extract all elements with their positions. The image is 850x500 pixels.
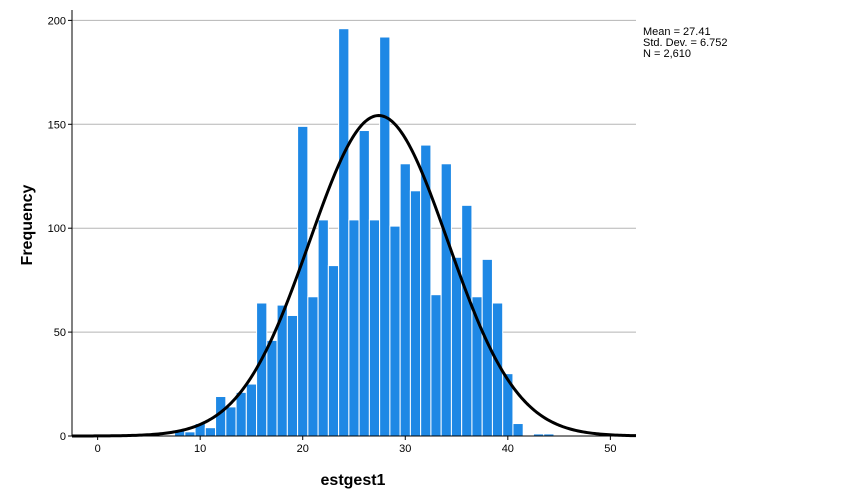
y-tick-label-50: 50	[54, 327, 66, 339]
y-tick-label-200: 200	[48, 15, 66, 27]
bar-15	[245, 383, 258, 437]
x-tick-label-40: 40	[502, 443, 514, 455]
bar-28	[379, 36, 391, 437]
bar-25	[348, 219, 360, 437]
y-tick-label-150: 150	[48, 119, 66, 131]
normal-curve-layer	[72, 114, 637, 438]
x-tick-label-50: 50	[604, 443, 616, 455]
bar-13	[225, 406, 237, 437]
bar-14	[235, 391, 247, 437]
axes	[71, 10, 636, 437]
bar-30	[399, 163, 411, 437]
y-tick-label-100: 100	[48, 223, 66, 235]
stat-n: N = 2,610	[643, 48, 691, 60]
bar-11	[204, 427, 217, 437]
x-axis-title: estgest1	[321, 472, 386, 489]
bar-26	[358, 130, 370, 437]
stat-std-dev: Std. Dev. = 6.752	[643, 37, 728, 49]
x-tick-label-10: 10	[194, 443, 206, 455]
bar-31	[409, 190, 422, 437]
bar-29	[389, 225, 401, 437]
bar-35	[450, 256, 463, 437]
bar-19	[286, 314, 299, 437]
tick-labels: 0 50 100 150 200 0 10 20 30 40 50	[48, 15, 617, 455]
bar-22	[317, 219, 329, 437]
bar-36	[461, 204, 473, 437]
bar-33	[430, 294, 442, 437]
stat-mean: Mean = 27.41	[643, 26, 711, 38]
bar-23	[327, 265, 340, 437]
bar-9	[184, 431, 196, 437]
bar-41	[512, 423, 524, 437]
x-tick-label-0: 0	[95, 443, 101, 455]
bar-16	[256, 302, 268, 437]
y-tick-label-0: 0	[60, 431, 66, 443]
bar-27	[368, 219, 381, 437]
x-tick-label-30: 30	[399, 443, 411, 455]
bar-21	[307, 296, 319, 437]
x-tick-label-20: 20	[297, 443, 309, 455]
histogram-bars	[174, 28, 555, 437]
bar-17	[266, 339, 278, 437]
y-axis-title: Frequency	[19, 184, 36, 265]
bar-24	[338, 28, 350, 437]
normal-curve	[72, 114, 637, 438]
stats-box: Mean = 27.41 Std. Dev. = 6.752 N = 2,610	[643, 26, 728, 60]
bar-20	[297, 125, 309, 437]
bar-34	[440, 163, 452, 437]
